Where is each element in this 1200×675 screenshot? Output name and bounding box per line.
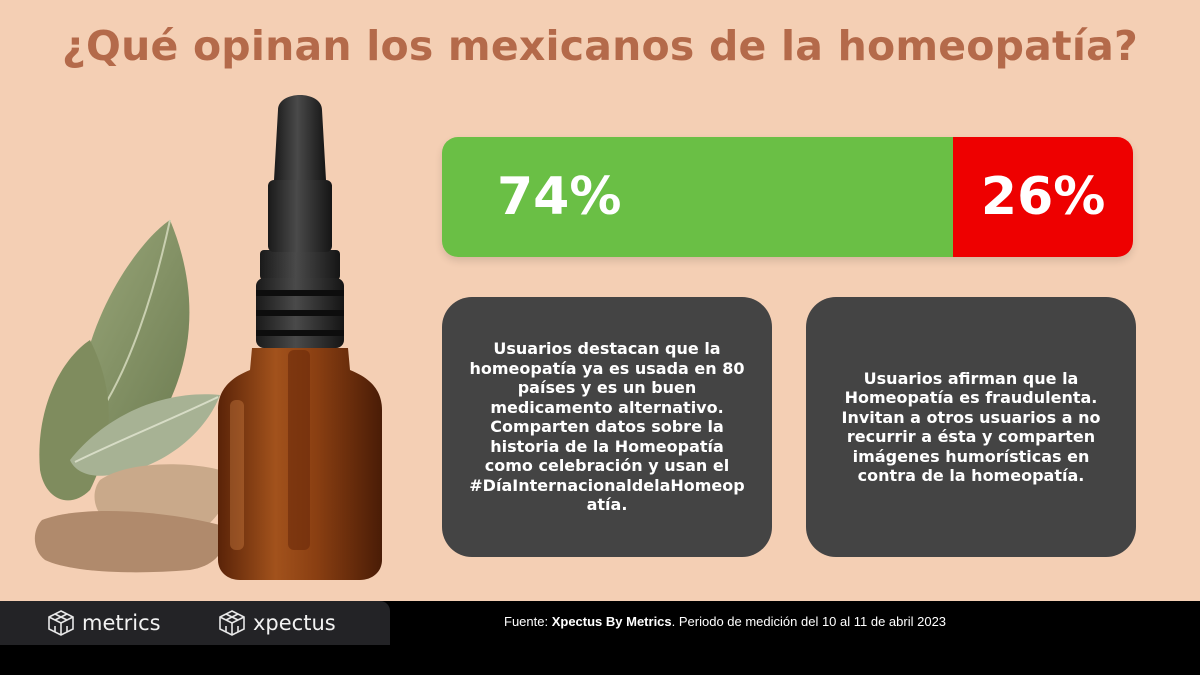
- source-period: . Periodo de medición del 10 al 11 de ab…: [671, 614, 947, 629]
- negative-opinion-card: Usuarios afirman que la Homeopatía es fr…: [806, 297, 1136, 557]
- leaf-front: [70, 394, 220, 476]
- positive-opinion-text: Usuarios destacan que la homeopatía ya e…: [469, 339, 745, 515]
- cube-grid-icon: [48, 610, 74, 636]
- source-note: Fuente: Xpectus By Metrics. Periodo de m…: [504, 614, 946, 629]
- metrics-logo: metrics: [46, 607, 161, 639]
- bar-segment-positive: 74%: [442, 137, 954, 257]
- stone-2: [34, 510, 224, 573]
- bar-segment-negative: 26%: [953, 137, 1133, 257]
- xpectus-logo-text: xpectus: [253, 611, 336, 635]
- footer: metrics xpectus Fuente: Xpectus By Metri…: [0, 601, 1200, 675]
- metrics-logo-text: metrics: [82, 611, 161, 635]
- positive-opinion-card: Usuarios destacan que la homeopatía ya e…: [442, 297, 772, 557]
- bar-value-label: 26%: [980, 167, 1106, 227]
- bar-value-label: 74%: [497, 167, 622, 227]
- source-prefix: Fuente:: [504, 614, 552, 629]
- cube-grid-icon: [219, 610, 245, 636]
- essential-oil-bottle-illustration: [34, 95, 382, 580]
- logo-strip: metrics xpectus: [0, 601, 390, 645]
- source-brand: Xpectus By Metrics: [551, 614, 672, 629]
- opinion-bar: 74% 26%: [442, 137, 1133, 257]
- negative-opinion-text: Usuarios afirman que la Homeopatía es fr…: [841, 368, 1101, 486]
- leaf-left: [39, 340, 109, 501]
- leaf-back: [80, 220, 190, 437]
- page-title: ¿Qué opinan los mexicanos de la homeopat…: [62, 22, 1138, 70]
- xpectus-logo: xpectus: [217, 607, 336, 639]
